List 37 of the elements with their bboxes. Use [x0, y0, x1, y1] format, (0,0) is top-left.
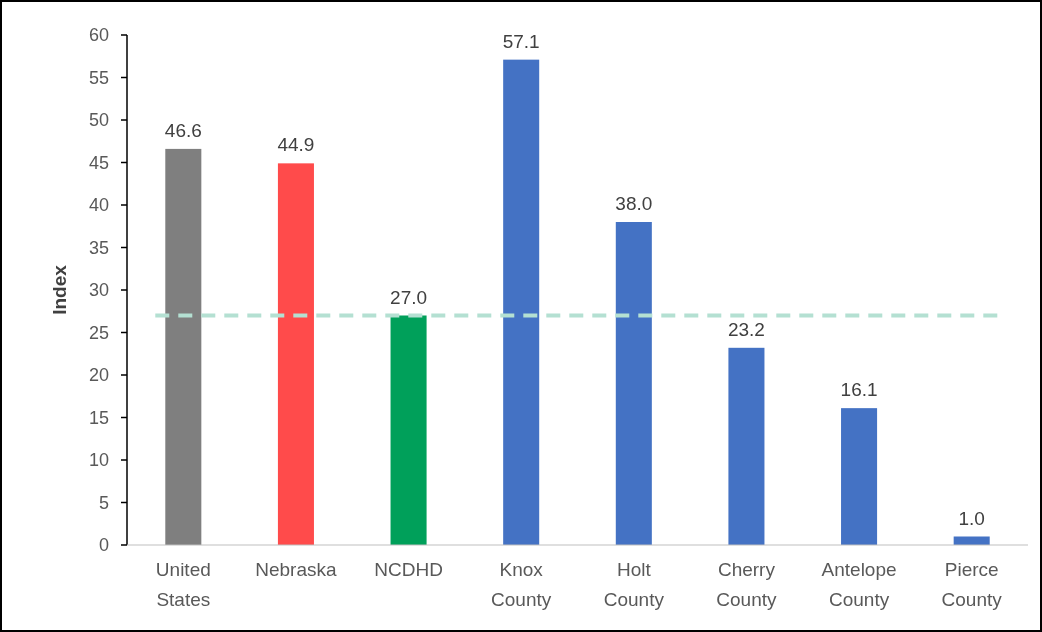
y-tick-label: 20	[88, 365, 109, 386]
y-tick-label: 30	[88, 280, 109, 301]
y-tick-label: 35	[88, 237, 109, 258]
data-label: 1.0	[958, 507, 985, 529]
bar	[503, 59, 540, 545]
y-axis-title: Index	[49, 264, 70, 315]
x-tick-label: Knox County	[491, 559, 552, 610]
x-tick-label: Nebraska	[255, 559, 338, 580]
y-tick-label: 10	[88, 450, 109, 471]
data-label: 23.2	[727, 318, 765, 340]
data-label: 46.6	[164, 119, 202, 141]
bar	[841, 408, 878, 545]
bar	[390, 315, 427, 545]
y-tick-label: 5	[98, 492, 109, 513]
bar	[728, 347, 765, 545]
y-tick-label: 50	[88, 110, 109, 131]
y-tick-label: 55	[88, 67, 109, 88]
bar	[615, 222, 652, 545]
x-tick-label: NCDHD	[374, 559, 443, 580]
y-tick-label: 25	[88, 322, 109, 343]
x-tick-label: United States	[155, 559, 211, 610]
x-tick-label: Antelope County	[821, 559, 897, 610]
data-label: 44.9	[277, 134, 315, 156]
y-tick-label: 0	[98, 535, 109, 556]
bar	[165, 148, 202, 545]
y-tick-label: 60	[88, 25, 109, 46]
data-label: 27.0	[390, 286, 428, 308]
x-tick-label: Cherry County	[716, 559, 778, 610]
y-tick-label: 40	[88, 195, 109, 216]
bar	[277, 163, 314, 545]
x-tick-label: Pierce County	[941, 559, 1003, 610]
x-tick-label: Holt County	[603, 559, 665, 610]
data-label: 57.1	[502, 30, 540, 52]
data-label: 16.1	[840, 379, 878, 401]
y-tick-label: 15	[88, 407, 109, 428]
y-tick-label: 45	[88, 152, 109, 173]
data-label: 38.0	[615, 193, 653, 214]
